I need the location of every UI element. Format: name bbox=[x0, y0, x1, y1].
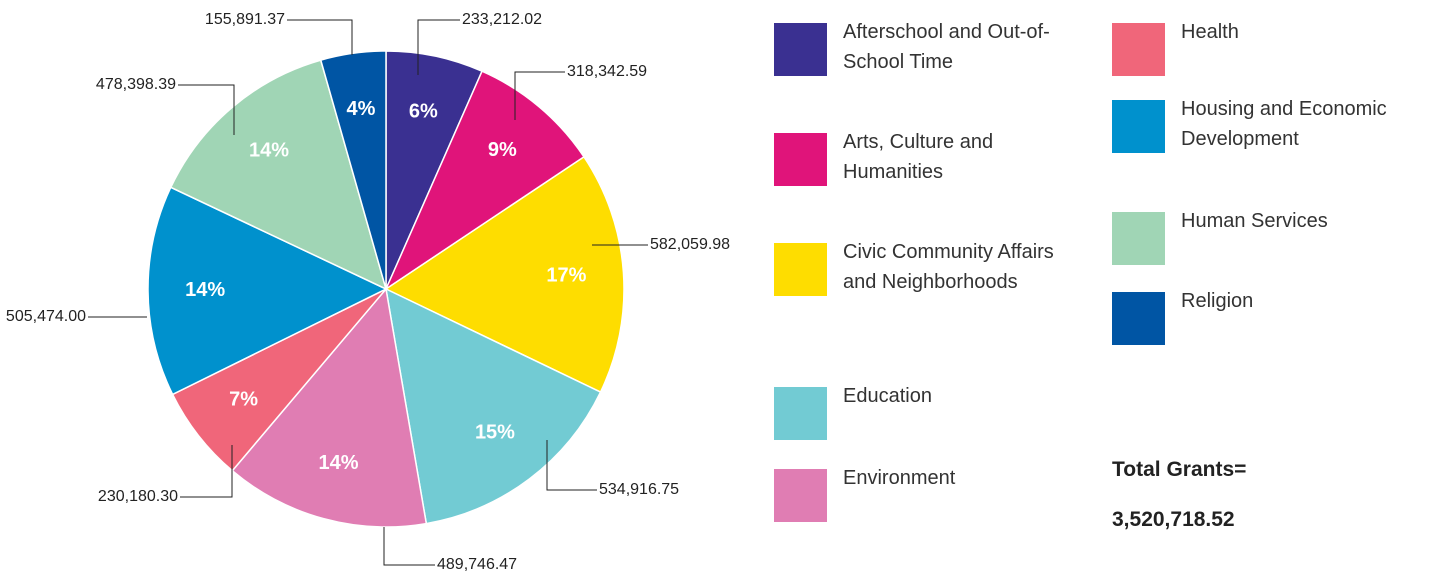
share-label: 9% bbox=[488, 139, 517, 161]
legend-swatch bbox=[1112, 292, 1165, 345]
leader-line bbox=[383, 527, 435, 566]
legend-label: Arts, Culture and Humanities bbox=[843, 131, 994, 183]
legend-label: Afterschool and Out-of-School Time bbox=[843, 21, 1050, 73]
pie-slice bbox=[384, 70, 585, 292]
legend-label: Civic Community Affairs and Neighborhood… bbox=[843, 241, 1054, 293]
leader-line bbox=[180, 445, 233, 498]
legend-label: Health bbox=[1181, 21, 1239, 43]
legend-label: Education bbox=[843, 385, 932, 407]
legend-label: Human Services bbox=[1181, 210, 1328, 232]
share-label: 4% bbox=[347, 98, 376, 120]
leader-line bbox=[514, 71, 565, 120]
legend-swatch bbox=[774, 133, 827, 186]
value-label: 155,891.37 bbox=[205, 11, 285, 28]
value-label: 582,059.98 bbox=[650, 236, 730, 253]
total-value: 3,520,718.52 bbox=[1112, 508, 1235, 531]
pie-slice bbox=[147, 186, 388, 396]
leader-line bbox=[546, 440, 597, 491]
share-label: 15% bbox=[475, 422, 515, 444]
leader-line bbox=[287, 19, 353, 55]
legend-swatch bbox=[1112, 23, 1165, 76]
pie-slice bbox=[385, 287, 602, 525]
pie-slice bbox=[169, 59, 388, 291]
value-label: 505,474.00 bbox=[6, 308, 86, 325]
pie-slice bbox=[319, 50, 387, 290]
legend-swatch bbox=[774, 387, 827, 440]
leader-line bbox=[417, 19, 460, 75]
legend-label: Religion bbox=[1181, 290, 1254, 312]
legend-label: Environment bbox=[843, 467, 956, 489]
legend-swatch bbox=[774, 243, 827, 296]
share-label: 14% bbox=[318, 452, 358, 474]
value-label: 233,212.02 bbox=[462, 11, 542, 28]
share-label: 14% bbox=[249, 139, 289, 161]
value-label: 230,180.30 bbox=[98, 488, 178, 505]
legend-swatch bbox=[1112, 212, 1165, 265]
total-label: Total Grants= bbox=[1112, 458, 1247, 481]
pie-slice bbox=[231, 287, 428, 528]
value-label: 489,746.47 bbox=[437, 556, 517, 571]
value-label: 534,916.75 bbox=[599, 481, 679, 498]
share-label: 6% bbox=[409, 100, 438, 122]
share-label: 14% bbox=[185, 279, 225, 301]
legend-swatch bbox=[1112, 100, 1165, 153]
leader-line bbox=[178, 84, 235, 135]
value-label: 478,398.39 bbox=[96, 76, 176, 93]
legend-swatch bbox=[774, 469, 827, 522]
share-label: 7% bbox=[229, 389, 258, 411]
legend-label: Housing and Economic Development bbox=[1181, 98, 1387, 150]
legend-swatch bbox=[774, 23, 827, 76]
share-label: 17% bbox=[546, 265, 586, 287]
value-label: 318,342.59 bbox=[567, 63, 647, 80]
pie-slice bbox=[384, 155, 625, 394]
